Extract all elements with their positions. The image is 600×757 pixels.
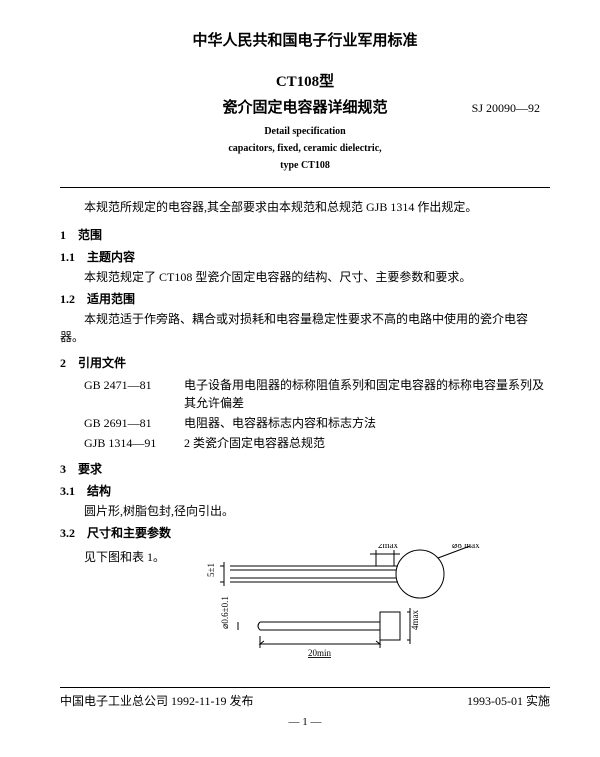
- spec-title: 瓷介固定电容器详细规范: [222, 97, 387, 120]
- footer: 中国电子工业总公司 1992-11-19 发布 1993-05-01 实施: [60, 687, 550, 710]
- reference-code: GJB 1314—91: [84, 434, 184, 452]
- section-3-2-heading: 3.2 尺寸和主要参数: [60, 524, 550, 542]
- reference-row: GJB 1314—91 2 类瓷介固定电容器总规范: [84, 434, 550, 452]
- english-subtitle: Detail specification capacitors, fixed, …: [60, 124, 550, 173]
- section-1-1-body: 本规范规定了 CT108 型瓷介固定电容器的结构、尺寸、主要参数和要求。: [60, 268, 550, 286]
- reference-row: GB 2691—81 电阻器、电容器标志内容和标志方法: [84, 414, 550, 432]
- english-line-1: Detail specification: [60, 124, 550, 139]
- reference-code: GB 2691—81: [84, 414, 184, 432]
- intro-paragraph: 本规范所规定的电容器,其全部要求由本规范和总规范 GJB 1314 作出规定。: [60, 198, 550, 216]
- section-3-2-body: 见下图和表 1。: [60, 544, 180, 566]
- section-3-heading: 3 要求: [60, 460, 550, 478]
- footer-left: 中国电子工业总公司 1992-11-19 发布: [60, 692, 254, 710]
- reference-code: GB 2471—81: [84, 376, 184, 412]
- reference-desc: 电阻器、电容器标志内容和标志方法: [184, 414, 550, 432]
- dim-lead-len: 20min: [308, 648, 332, 658]
- dim-thickness: 4max: [410, 609, 420, 629]
- english-line-3: type CT108: [60, 158, 550, 173]
- english-line-2: capacitors, fixed, ceramic dielectric,: [60, 141, 550, 156]
- section-1-1-heading: 1.1 主题内容: [60, 248, 550, 266]
- section-1-heading: 1 范围: [60, 226, 550, 244]
- separator-line: [60, 187, 550, 188]
- section-1-2-heading: 1.2 适用范围: [60, 290, 550, 308]
- dim-gap: 2max: [378, 544, 398, 550]
- footer-right: 1993-05-01 实施: [467, 692, 550, 710]
- org-title: 中华人民共和国电子行业军用标准: [60, 30, 550, 53]
- dim-pitch: 5±1: [206, 563, 216, 577]
- section-3-1-body: 圆片形,树脂包封,径向引出。: [60, 502, 550, 520]
- title-block: CT108型 瓷介固定电容器详细规范 SJ 20090—92 Detail sp…: [60, 71, 550, 173]
- reference-desc: 2 类瓷介固定电容器总规范: [184, 434, 550, 452]
- section-2-heading: 2 引用文件: [60, 354, 550, 372]
- product-model: CT108型: [60, 71, 550, 94]
- reference-row: GB 2471—81 电子设备用电阻器的标称阻值系列和固定电容器的标称电容量系列…: [84, 376, 550, 412]
- dim-diameter: ⌀8 max: [452, 544, 480, 550]
- spec-code: SJ 20090—92: [472, 99, 540, 117]
- page-number: — 1 —: [60, 714, 550, 731]
- dim-lead-dia: ⌀0.6±0.1: [220, 596, 230, 629]
- capacitor-diagram: 2max ⌀8 max 5±1 ⌀0.6±0.1 20min 4max: [180, 544, 550, 669]
- diagram-area: 见下图和表 1。: [60, 544, 550, 669]
- reference-desc: 电子设备用电阻器的标称阻值系列和固定电容器的标称电容量系列及其允许偏差: [184, 376, 550, 412]
- section-1-2-body: 本规范适于作旁路、耦合或对损耗和电容量稳定性要求不高的电路中使用的瓷介电容器。: [60, 310, 550, 346]
- section-3-1-heading: 3.1 结构: [60, 482, 550, 500]
